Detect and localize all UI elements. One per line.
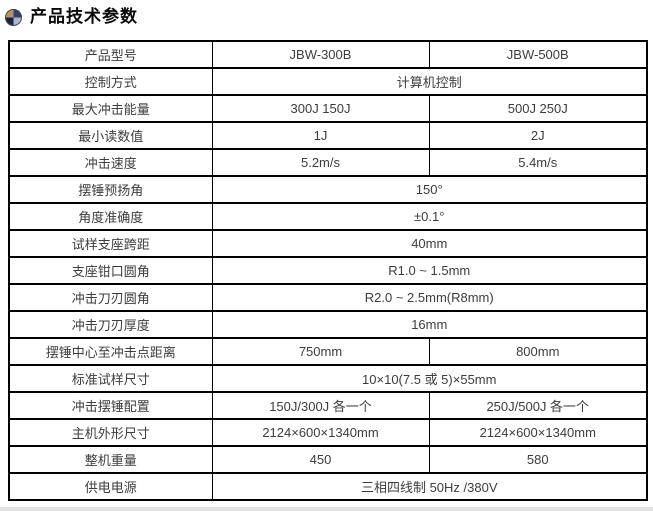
param-label-cell: 冲击刀刃厚度 [8,310,213,339]
param-value-cell: 450 [211,445,430,474]
param-value-cell: 5.4m/s [428,148,648,177]
param-label-cell: 支座钳口圆角 [8,256,213,285]
param-value-cell: 2124×600×1340mm [211,418,430,447]
param-value-cell: R2.0 ~ 2.5mm(R8mm) [211,283,648,312]
param-value-cell: JBW-300B [211,40,430,69]
table-row: 供电电源 三相四线制 50Hz /380V [8,472,648,501]
param-value-cell: 250J/500J 各一个 [428,391,648,420]
param-label-cell: 控制方式 [8,67,213,96]
param-value-cell: JBW-500B [428,40,648,69]
page-title: 产品技术参数 [30,7,138,26]
param-label-cell: 冲击摆锤配置 [8,391,213,420]
param-label-cell: 摆锤中心至冲击点距离 [8,337,213,366]
bottom-divider [0,507,653,511]
param-value-cell: 580 [428,445,648,474]
param-value-cell: 500J 250J [428,94,648,123]
param-value-cell: 1J [211,121,430,150]
param-label-cell: 产品型号 [8,40,213,69]
table-row: 整机重量 450 580 [8,445,648,474]
table-row: 最大冲击能量 300J 150J 500J 250J [8,94,648,123]
param-label-cell: 冲击速度 [8,148,213,177]
table-row: 主机外形尺寸 2124×600×1340mm 2124×600×1340mm [8,418,648,447]
param-value-cell: 16mm [211,310,648,339]
table-row: 角度准确度 ±0.1° [8,202,648,231]
param-value-cell: 5.2m/s [211,148,430,177]
table-row: 产品型号 JBW-300B JBW-500B [8,40,648,69]
param-label-cell: 最小读数值 [8,121,213,150]
spec-table: 产品型号 JBW-300B JBW-500B 控制方式 计算机控制 最大冲击能量 300J … [8,40,648,501]
param-label-cell: 摆锤预扬角 [8,175,213,204]
table-row: 冲击摆锤配置 150J/300J 各一个 250J/500J 各一个 [8,391,648,420]
table-row: 最小读数值 1J 2J [8,121,648,150]
param-label-cell: 标准试样尺寸 [8,364,213,393]
table-row: 冲击速度 5.2m/s 5.4m/s [8,148,648,177]
pie-chart-icon [5,8,22,26]
param-value-cell: 300J 150J [211,94,430,123]
param-label-cell: 供电电源 [8,472,213,501]
param-value-cell: 150° [211,175,648,204]
table-row: 冲击刀刃厚度 16mm [8,310,648,339]
param-value-cell: 150J/300J 各一个 [211,391,430,420]
param-value-cell: 40mm [211,229,648,258]
table-row: 冲击刀刃圆角 R2.0 ~ 2.5mm(R8mm) [8,283,648,312]
param-label-cell: 角度准确度 [8,202,213,231]
param-value-cell: R1.0 ~ 1.5mm [211,256,648,285]
param-value-cell: 800mm [428,337,648,366]
spec-table-body: 产品型号 JBW-300B JBW-500B 控制方式 计算机控制 最大冲击能量 300J … [8,40,648,501]
table-row: 控制方式 计算机控制 [8,67,648,96]
param-label-cell: 试样支座跨距 [8,229,213,258]
param-value-cell: ±0.1° [211,202,648,231]
table-row: 摆锤预扬角 150° [8,175,648,204]
param-value-cell: 2124×600×1340mm [428,418,648,447]
param-value-cell: 三相四线制 50Hz /380V [211,472,648,501]
spec-table-container: 产品型号 JBW-300B JBW-500B 控制方式 计算机控制 最大冲击能量 300J … [8,40,648,501]
table-row: 支座钳口圆角 R1.0 ~ 1.5mm [8,256,648,285]
table-row: 摆锤中心至冲击点距离 750mm 800mm [8,337,648,366]
param-label-cell: 冲击刀刃圆角 [8,283,213,312]
param-value-cell: 计算机控制 [211,67,648,96]
param-value-cell: 750mm [211,337,430,366]
param-label-cell: 主机外形尺寸 [8,418,213,447]
param-value-cell: 2J [428,121,648,150]
param-label-cell: 整机重量 [8,445,213,474]
page-header: 产品技术参数 [5,6,138,28]
param-label-cell: 最大冲击能量 [8,94,213,123]
table-row: 标准试样尺寸 10×10(7.5 或 5)×55mm [8,364,648,393]
table-row: 试样支座跨距 40mm [8,229,648,258]
param-value-cell: 10×10(7.5 或 5)×55mm [211,364,648,393]
